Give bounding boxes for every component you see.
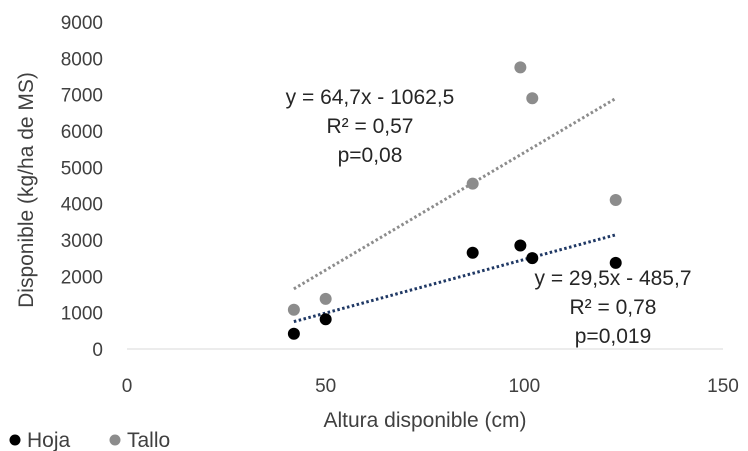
legend-label-tallo: Tallo: [127, 429, 170, 451]
x-tick-label: 100: [508, 376, 540, 397]
y-axis-ticks: 0 1000 2000 3000 4000 5000 6000 7000 8000 9000: [61, 13, 103, 361]
annotation-tallo: y = 64,7x - 1062,5: [286, 86, 455, 109]
point-tallo: [287, 303, 300, 316]
point-tallo: [526, 92, 539, 105]
annotation-hoja: y = 29,5x - 485,7: [534, 267, 691, 290]
legend-label-hoja: Hoja: [27, 429, 71, 451]
y-tick-label: 5000: [61, 158, 103, 179]
annotation-tallo: p=0,08: [338, 144, 403, 167]
y-tick-label: 8000: [61, 49, 103, 70]
point-hoja: [609, 256, 622, 269]
x-tick-label: 0: [122, 376, 133, 397]
y-tick-label: 1000: [61, 304, 103, 325]
y-tick-label: 7000: [61, 86, 103, 107]
point-tallo: [514, 61, 527, 74]
point-hoja: [466, 246, 479, 259]
legend: Hoja Tallo: [9, 429, 170, 451]
y-tick-label: 0: [92, 340, 103, 361]
annotation-tallo: R² = 0,57: [327, 115, 414, 138]
y-tick-label: 6000: [61, 122, 103, 143]
trendline-tallo: [293, 97, 617, 291]
x-axis-title: Altura disponible (cm): [323, 409, 526, 432]
legend-marker-tallo: [109, 434, 121, 446]
y-tick-label: 3000: [61, 231, 103, 252]
trendline-annotations: y = 29,5x - 485,7 R² = 0,78 p=0,019 y = 64,…: [286, 86, 692, 348]
annotation-hoja: p=0,019: [575, 325, 652, 348]
trendline-hoja: [293, 233, 617, 324]
x-axis-ticks: 0 50 100 150: [122, 376, 739, 397]
point-tallo: [466, 177, 479, 190]
point-hoja: [319, 313, 332, 326]
y-tick-label: 4000: [61, 195, 103, 216]
y-tick-label: 2000: [61, 267, 103, 288]
x-tick-label: 150: [707, 376, 739, 397]
trendlines: [293, 97, 617, 324]
data-points: [287, 61, 622, 340]
y-tick-label: 9000: [61, 13, 103, 34]
legend-marker-hoja: [9, 434, 21, 446]
annotation-hoja: R² = 0,78: [570, 296, 657, 319]
point-tallo: [319, 292, 332, 305]
point-tallo: [609, 194, 622, 207]
point-hoja: [526, 252, 539, 265]
x-tick-label: 50: [315, 376, 336, 397]
point-hoja: [514, 239, 527, 252]
point-hoja: [287, 327, 300, 340]
y-axis-title: Disponible (kg/ha de MS): [15, 72, 38, 308]
